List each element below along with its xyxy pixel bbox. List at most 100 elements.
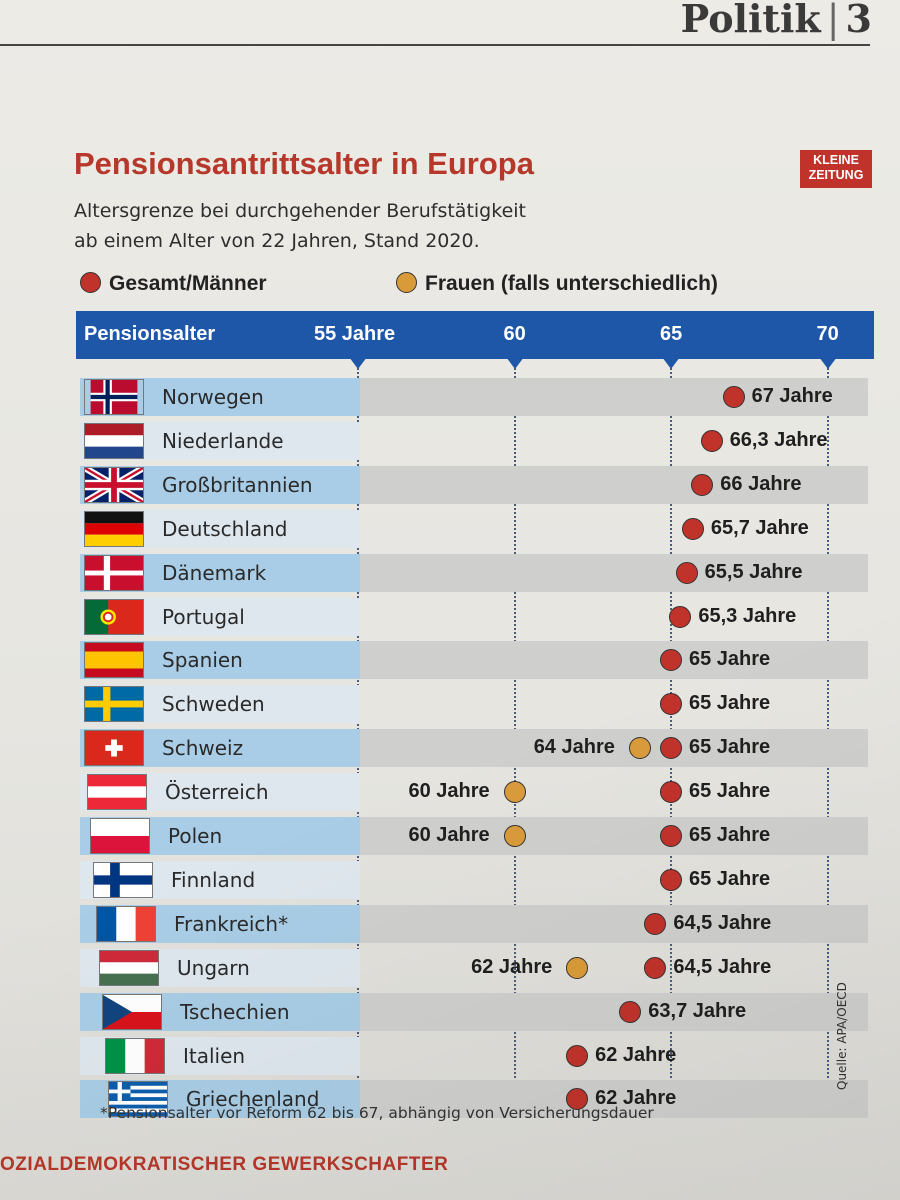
male-value-dot	[675, 562, 698, 584]
row-value-band	[360, 817, 868, 855]
male-value-label: 65,7 Jahre	[710, 517, 809, 539]
italy-flag-icon	[105, 1038, 165, 1074]
greece-flag-icon	[108, 1081, 168, 1117]
male-value-label: 63,7 Jahre	[648, 1000, 747, 1022]
axis-header-label: Pensionsalter	[84, 323, 216, 345]
female-value-dot	[503, 825, 526, 847]
female-value-label: 62 Jahre	[471, 956, 553, 978]
denmark-flag-icon	[84, 555, 144, 591]
x-tick-label: 70	[816, 323, 839, 345]
footnote: *Pensionsalter vor Reform 62 bis 67, abh…	[100, 1104, 654, 1122]
legend-label-female: Frauen (falls unterschiedlich)	[425, 272, 718, 295]
section-name: Politik	[680, 0, 821, 41]
country-name: Norwegen	[162, 385, 264, 409]
country-name: Frankreich*	[174, 912, 289, 936]
male-value-label: 65,5 Jahre	[704, 561, 803, 583]
male-value-label: 65 Jahre	[689, 692, 771, 714]
switzerland-flag-icon	[84, 730, 144, 766]
row-value-band	[360, 905, 868, 943]
logo-line-1: KLEINE	[813, 153, 859, 167]
portugal-flag-icon	[84, 599, 144, 635]
male-value-label: 65 Jahre	[689, 824, 771, 846]
row-value-band	[360, 1080, 868, 1118]
country-name: Spanien	[162, 648, 243, 672]
row-value-band	[360, 949, 868, 987]
legend-item-male: Gesamt/Männer	[80, 272, 267, 296]
male-value-label: 65 Jahre	[689, 868, 771, 890]
x-tick-label: 55 Jahre	[314, 323, 396, 345]
country-name: Deutschland	[162, 517, 288, 541]
male-value-dot	[700, 430, 723, 452]
country-row	[80, 378, 868, 416]
country-row	[80, 817, 868, 855]
female-value-dot	[566, 957, 589, 979]
male-value-dot	[644, 913, 667, 935]
sweden-flag-icon	[84, 686, 144, 722]
male-value-dot	[681, 518, 704, 540]
top-rule	[0, 44, 870, 46]
male-value-label: 65 Jahre	[689, 736, 771, 758]
spain-flag-icon	[84, 642, 144, 678]
section-separator: |	[826, 0, 840, 41]
country-name: Tschechien	[180, 1000, 290, 1024]
bottom-banner: OZIALDEMOKRATISCHER GEWERKSCHAFTER	[0, 1154, 449, 1175]
row-value-band	[360, 993, 868, 1031]
female-value-dot	[628, 737, 651, 759]
germany-flag-icon	[84, 511, 144, 547]
male-value-dot	[660, 825, 682, 847]
finland-flag-icon	[93, 862, 153, 898]
female-value-label: 64 Jahre	[533, 736, 615, 758]
male-value-label: 64,5 Jahre	[673, 912, 772, 934]
uk-flag-icon	[84, 467, 144, 503]
subtitle-line-2: ab einem Alter von 22 Jahren, Stand 2020…	[74, 230, 480, 252]
tick-pointer	[818, 357, 837, 369]
page-number: 3	[845, 0, 872, 41]
tick-pointer	[505, 357, 524, 369]
male-value-dot	[644, 957, 667, 979]
female-value-label: 60 Jahre	[408, 780, 490, 802]
x-tick-label: 65	[660, 323, 683, 345]
legend-item-female: Frauen (falls unterschiedlich)	[396, 272, 718, 296]
male-value-dot	[660, 737, 682, 759]
country-name: Portugal	[162, 605, 245, 629]
x-tick-label: 60	[503, 323, 526, 345]
czech-flag-icon	[102, 994, 162, 1030]
male-value-dot	[691, 474, 714, 496]
male-value-label: 62 Jahre	[595, 1087, 677, 1109]
country-name: Italien	[183, 1044, 246, 1068]
male-value-label: 67 Jahre	[751, 385, 833, 407]
country-name: Schweden	[162, 692, 265, 716]
male-value-label: 62 Jahre	[595, 1044, 677, 1066]
netherlands-flag-icon	[84, 423, 144, 459]
row-value-band	[360, 554, 868, 592]
country-name: Polen	[168, 824, 223, 848]
section-header: Politik | 3	[681, 0, 872, 41]
chart-title: Pensionsantrittsalter in Europa	[74, 146, 534, 181]
male-value-dot	[722, 386, 745, 408]
france-flag-icon	[96, 906, 156, 942]
subtitle-line-1: Altersgrenze bei durchgehender Berufstät…	[74, 200, 526, 222]
source-credit: Quelle: APA/OECD	[835, 982, 849, 1090]
country-name: Griechenland	[186, 1087, 320, 1111]
male-value-dot	[660, 693, 682, 715]
male-value-dot	[660, 649, 682, 671]
country-name: Österreich	[165, 780, 269, 804]
poland-flag-icon	[90, 818, 150, 854]
red-dot-icon	[80, 272, 101, 293]
male-value-label: 65,3 Jahre	[698, 605, 797, 627]
male-value-dot	[660, 869, 682, 891]
axis-header-bar: Pensionsalter 55 Jahre 60 65 70	[76, 311, 874, 369]
male-value-label: 65 Jahre	[689, 648, 771, 670]
male-value-dot	[669, 606, 692, 628]
male-value-dot	[566, 1045, 589, 1067]
kleine-zeitung-logo: KLEINE ZEITUNG	[800, 150, 872, 188]
hungary-flag-icon	[99, 950, 159, 986]
row-value-band	[360, 466, 868, 504]
male-value-label: 66 Jahre	[720, 473, 802, 495]
row-value-band	[360, 685, 868, 723]
country-name: Schweiz	[162, 736, 244, 760]
row-value-band	[360, 729, 868, 767]
tick-pointer	[662, 357, 680, 369]
logo-line-2: ZEITUNG	[808, 168, 864, 182]
male-value-label: 65 Jahre	[689, 780, 771, 802]
